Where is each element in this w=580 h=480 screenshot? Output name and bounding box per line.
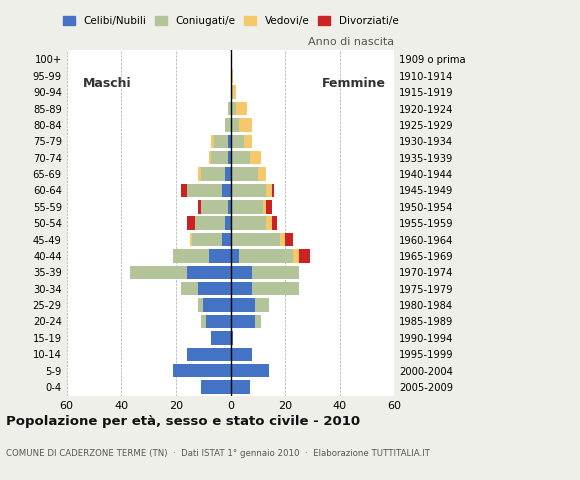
Bar: [258, 168, 266, 181]
Bar: [225, 118, 231, 132]
Bar: [209, 249, 231, 263]
Bar: [212, 331, 231, 345]
Bar: [187, 184, 222, 197]
Bar: [201, 200, 228, 214]
Bar: [228, 151, 231, 164]
Bar: [266, 200, 271, 214]
Bar: [203, 299, 231, 312]
Bar: [187, 265, 231, 279]
Bar: [201, 315, 206, 328]
Text: Anno di nascita: Anno di nascita: [309, 37, 394, 47]
Bar: [231, 200, 263, 214]
Text: Popolazione per età, sesso e stato civile - 2010: Popolazione per età, sesso e stato civil…: [6, 415, 360, 428]
Bar: [231, 348, 252, 361]
Bar: [271, 216, 277, 230]
Bar: [182, 282, 198, 295]
Text: Femmine: Femmine: [321, 77, 386, 90]
Bar: [198, 168, 201, 181]
Bar: [239, 118, 252, 132]
Bar: [249, 151, 260, 164]
Bar: [198, 282, 231, 295]
Bar: [198, 200, 201, 214]
Bar: [231, 69, 233, 83]
Bar: [231, 184, 266, 197]
Bar: [236, 102, 247, 115]
Text: Maschi: Maschi: [84, 77, 132, 90]
Bar: [228, 200, 231, 214]
Bar: [255, 315, 260, 328]
Bar: [209, 151, 212, 164]
Bar: [173, 249, 209, 263]
Bar: [182, 184, 187, 197]
Bar: [231, 249, 239, 263]
Bar: [187, 348, 231, 361]
Bar: [231, 364, 269, 377]
Bar: [222, 233, 231, 246]
Bar: [231, 233, 280, 246]
Bar: [225, 216, 231, 230]
Bar: [285, 233, 293, 246]
Bar: [201, 168, 225, 181]
Bar: [231, 331, 233, 345]
Legend: Celibi/Nubili, Coniugati/e, Vedovi/e, Divorziati/e: Celibi/Nubili, Coniugati/e, Vedovi/e, Di…: [63, 16, 398, 26]
Bar: [206, 315, 231, 328]
Bar: [252, 265, 299, 279]
Bar: [266, 216, 271, 230]
Bar: [195, 216, 225, 230]
Bar: [266, 184, 271, 197]
Bar: [198, 299, 203, 312]
Bar: [271, 184, 274, 197]
Bar: [231, 380, 249, 394]
Bar: [231, 134, 244, 148]
Bar: [231, 216, 266, 230]
Bar: [228, 134, 231, 148]
Bar: [252, 282, 299, 295]
Text: COMUNE DI CADERZONE TERME (TN)  ·  Dati ISTAT 1° gennaio 2010  ·  Elaborazione T: COMUNE DI CADERZONE TERME (TN) · Dati IS…: [6, 449, 430, 458]
Bar: [244, 134, 252, 148]
Bar: [231, 118, 239, 132]
Bar: [225, 168, 231, 181]
Bar: [228, 102, 231, 115]
Bar: [173, 364, 231, 377]
Bar: [231, 102, 236, 115]
Bar: [231, 282, 252, 295]
Bar: [239, 249, 293, 263]
Bar: [231, 265, 252, 279]
Bar: [231, 299, 255, 312]
Bar: [233, 85, 236, 99]
Bar: [201, 380, 231, 394]
Bar: [280, 233, 285, 246]
Bar: [129, 265, 187, 279]
Bar: [255, 299, 269, 312]
Bar: [231, 85, 233, 99]
Bar: [212, 151, 228, 164]
Bar: [193, 233, 222, 246]
Bar: [190, 233, 193, 246]
Bar: [299, 249, 310, 263]
Bar: [263, 200, 266, 214]
Bar: [222, 184, 231, 197]
Bar: [187, 216, 195, 230]
Bar: [231, 168, 258, 181]
Bar: [212, 134, 214, 148]
Bar: [214, 134, 228, 148]
Bar: [231, 315, 255, 328]
Bar: [231, 151, 249, 164]
Bar: [293, 249, 299, 263]
